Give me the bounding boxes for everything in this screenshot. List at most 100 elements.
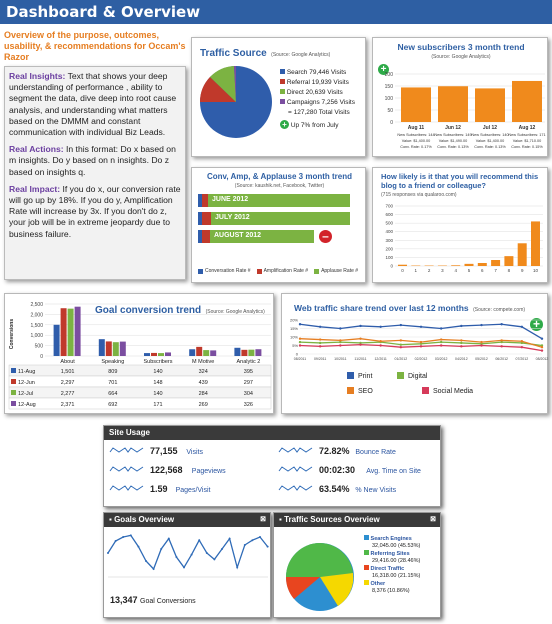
close-icon[interactable]: ⊠: [260, 516, 266, 523]
legend-label: Social Media: [433, 388, 473, 395]
x-tick-label: 4: [454, 268, 457, 273]
x-tick-label: 7: [494, 268, 497, 273]
data-point: [399, 346, 403, 349]
x-tick-label: Aug 12: [519, 125, 536, 131]
data-point: [137, 545, 140, 548]
legend-swatch: [11, 368, 16, 373]
data-point: [122, 536, 125, 538]
data-point: [520, 325, 524, 328]
table-cell: 297: [244, 380, 253, 386]
stat-value: 1.59: [150, 484, 168, 494]
table-cell: 692: [108, 402, 117, 408]
data-point: [480, 323, 483, 327]
caa-bar-june: JUNE 2012: [198, 194, 350, 207]
y-tick-label: 300: [385, 238, 393, 243]
data-point: [399, 323, 403, 327]
x-tick-label: 07/2012: [516, 357, 529, 361]
caa-legend-conv: Conversation Rate #: [198, 268, 251, 274]
x-tick-label: Analytic 2: [236, 359, 260, 365]
bar-note: Conv. Rate: 0.13%: [437, 145, 469, 149]
real-insights: Real Insights: Text that shows your deep…: [9, 71, 177, 138]
data-point: [439, 338, 443, 341]
bar: [98, 339, 105, 356]
bar: [112, 342, 119, 356]
data-point: [298, 340, 302, 344]
data-point: [460, 341, 463, 345]
data-point: [318, 338, 322, 341]
bar: [241, 349, 248, 356]
y-tick-label: 2,500: [30, 302, 43, 308]
y-tick-label: 500: [35, 344, 44, 350]
x-tick-label: M Motive: [192, 359, 214, 365]
data-point: [213, 558, 216, 561]
minus-icon: –: [319, 230, 332, 243]
y-tick-label: 500: [385, 221, 393, 226]
x-tick-label: Aug 11: [408, 125, 425, 131]
data-point: [399, 343, 403, 346]
x-tick-label: 03/2012: [435, 357, 448, 361]
close-icon[interactable]: ⊠: [430, 516, 436, 523]
goal-src: (Source: Google Analytics): [205, 309, 265, 315]
data-point: [460, 339, 463, 342]
x-tick-label: 06/2012: [495, 357, 508, 361]
data-point: [359, 341, 362, 345]
data-point: [339, 339, 342, 342]
row-label: 12-Aug: [18, 402, 36, 408]
webshare-title: Web traffic share trend over last 12 mon…: [294, 303, 469, 313]
data-point: [540, 349, 544, 352]
real-actions: Real Actions: In this format: Do x based…: [9, 144, 176, 177]
bar-note: New Subscribers: 149: [434, 133, 471, 137]
goal-conv-count: 13,347: [110, 595, 138, 605]
x-tick-label: 08/2012: [536, 357, 549, 361]
stat-value: 72.82%: [319, 446, 350, 456]
data-point: [419, 325, 423, 328]
table-cell: 148: [153, 380, 162, 386]
bar-note: New Subscribers: 140: [471, 133, 508, 137]
x-tick-label: Subscribers: [143, 359, 172, 365]
legend-swatch: [422, 387, 429, 394]
bar: [119, 341, 126, 356]
goal-panel: Goal conversion trend (Source: Google An…: [4, 293, 274, 414]
bar: [504, 256, 514, 266]
x-tick-label: 6: [481, 268, 484, 273]
data-point: [439, 340, 443, 344]
bar-note: Value: $1,490.00: [439, 139, 467, 143]
row-label: 12-Jun: [18, 380, 35, 386]
bar-note: Value: $1,710.00: [513, 139, 541, 143]
legend-swatch: [11, 401, 16, 406]
data-point: [419, 340, 423, 344]
legend-swatch: [347, 387, 354, 394]
subscribers-src: (Source: Google Analytics): [431, 54, 491, 60]
data-point: [167, 537, 170, 540]
bar: [165, 352, 171, 356]
x-tick-label: Jun 12: [445, 125, 461, 131]
ts-referral: Referral 19,939 Visits: [280, 78, 355, 88]
table-cell: 1,501: [61, 369, 75, 375]
y-tick-label: 2,000: [30, 312, 43, 318]
y-tick-label: 1,500: [30, 323, 43, 329]
y-tick-label: 15%: [290, 326, 298, 331]
tso-search: Search Engines 32,045.00 (45.53%): [364, 535, 420, 550]
site-usage-sparklines: 77,155 Visits 122,568 Pageviews 1.59 Pages/Vi…: [109, 446, 421, 494]
webshare-panel: Web traffic share trend over last 12 mon…: [281, 293, 548, 414]
y-tick-label: 1,000: [30, 333, 43, 339]
bar-note: Conv. Rate: 0.15%: [511, 145, 543, 149]
table-row: [8, 375, 272, 388]
data-point: [359, 324, 362, 328]
bar: [464, 263, 474, 266]
stat-value: 77,155: [150, 446, 178, 456]
bar: [60, 308, 67, 356]
table-cell: 324: [199, 369, 208, 375]
caa-src: (Source: kaushik.net, Facebook, Twitter): [234, 183, 325, 189]
bar: [491, 260, 501, 266]
x-tick-label: Speaking: [101, 359, 124, 365]
data-point: [540, 337, 544, 340]
page-title: Dashboard & Overview: [6, 3, 201, 21]
x-tick-label: 2: [428, 268, 431, 273]
table-cell: 809: [108, 369, 117, 375]
site-usage-panel: Site Usage 77,155 Visits 122,568 Pageviews 1…: [103, 425, 441, 507]
data-point: [152, 568, 155, 570]
ts-direct: Direct 20,639 Visits: [280, 88, 355, 98]
page-header: Dashboard & Overview: [0, 0, 552, 24]
ts-search: Search 79,446 Visits: [280, 68, 355, 78]
